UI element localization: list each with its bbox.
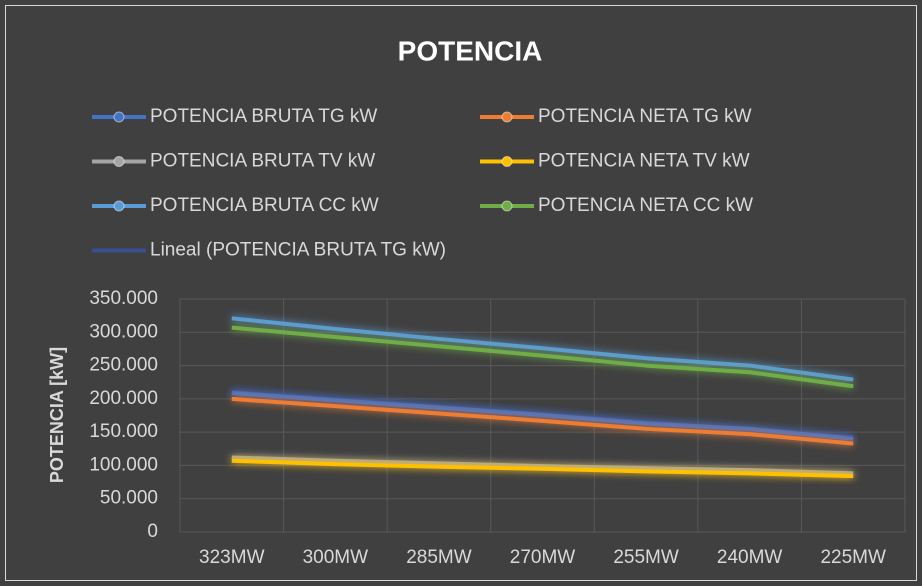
series-line xyxy=(231,396,854,446)
legend-label: POTENCIA BRUTA TV kW xyxy=(150,151,375,172)
y-tick-label: 200.000 xyxy=(89,388,158,409)
legend-marker xyxy=(501,200,513,212)
y-tick-label: 250.000 xyxy=(89,355,158,376)
x-tick-label: 323MW xyxy=(199,547,265,568)
y-tick-label: 0 xyxy=(147,521,158,542)
y-tick-label: 150.000 xyxy=(89,421,158,442)
series-line xyxy=(231,325,854,389)
legend-marker xyxy=(113,156,125,167)
series-line xyxy=(231,316,854,382)
chart-title: POTENCIA xyxy=(398,35,543,66)
legend-label: POTENCIA NETA TG kW xyxy=(538,106,752,127)
legend-marker xyxy=(501,156,513,167)
chart-border xyxy=(5,5,917,581)
series-line xyxy=(231,390,854,441)
legend-marker xyxy=(113,111,125,123)
x-tick-label: 270MW xyxy=(510,547,576,568)
legend-label: POTENCIA BRUTA CC kW xyxy=(150,195,379,216)
legend-label: POTENCIA NETA TV kW xyxy=(538,151,750,172)
legend-label: Lineal (POTENCIA BRUTA TG kW) xyxy=(150,240,446,261)
y-tick-label: 350.000 xyxy=(89,288,158,309)
legend-label: POTENCIA BRUTA TG kW xyxy=(150,106,377,127)
y-axis-label: POTENCIA [kW] xyxy=(47,347,67,483)
x-tick-label: 255MW xyxy=(613,547,679,568)
y-tick-label: 100.000 xyxy=(89,454,158,475)
legend-label: POTENCIA NETA CC kW xyxy=(538,195,753,216)
x-tick-label: 285MW xyxy=(406,547,472,568)
y-tick-label: 50.000 xyxy=(100,488,158,509)
legend-marker xyxy=(501,111,513,123)
legend-marker xyxy=(113,200,125,212)
series-line xyxy=(231,455,854,476)
series-line xyxy=(231,458,854,479)
y-tick-label: 300.000 xyxy=(89,321,158,342)
x-tick-label: 300MW xyxy=(303,547,369,568)
x-tick-label: 225MW xyxy=(820,547,886,568)
x-tick-label: 240MW xyxy=(717,547,783,568)
